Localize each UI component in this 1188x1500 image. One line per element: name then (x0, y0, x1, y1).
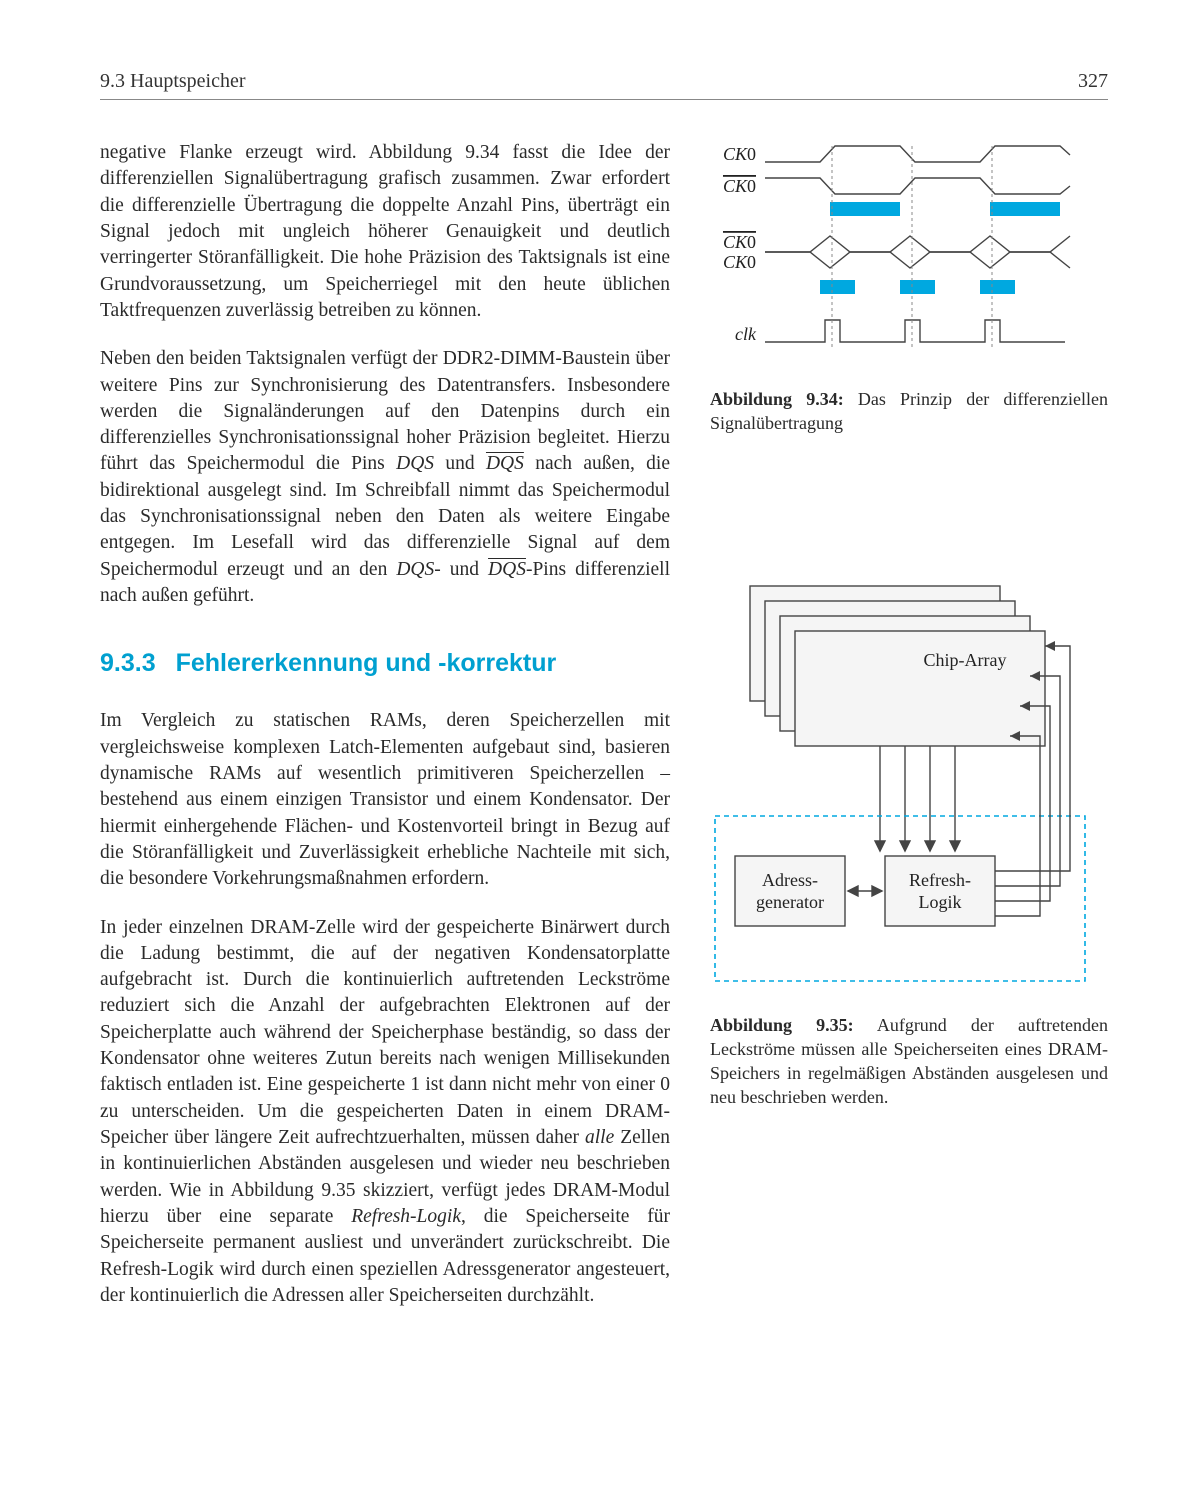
svg-text:clk: clk (735, 324, 757, 344)
timing-diagram-svg: CK0 CK0 CK0 CK0 (710, 140, 1080, 370)
chip-array-label: Chip-Array (924, 650, 1007, 670)
figure-9-34-caption: Abbildung 9.34: Das Prinzip der differen… (710, 387, 1108, 436)
svg-text:CK0: CK0 (723, 232, 756, 252)
paragraph-1: negative Flanke erzeugt wird. Abbildung … (100, 140, 670, 324)
svg-text:CK0: CK0 (723, 252, 756, 272)
paragraph-4: In jeder einzelnen DRAM-Zelle wird der g… (100, 915, 670, 1310)
figure-9-34: CK0 CK0 CK0 CK0 (710, 140, 1108, 436)
subsection-heading: 9.3.3 Fehlererkennung und -korrektur (100, 649, 670, 678)
figure-9-35-label: Abbildung 9.35: (710, 1015, 854, 1035)
svg-text:CK0: CK0 (723, 144, 756, 164)
side-column: CK0 CK0 CK0 CK0 (710, 140, 1108, 1331)
addrgen-label-2: generator (756, 892, 824, 912)
refresh-label-2: Logik (919, 892, 962, 912)
subsection-title: Fehlererkennung und -korrektur (176, 649, 557, 677)
paragraph-3: Im Vergleich zu statischen RAMs, deren S… (100, 708, 670, 892)
paragraph-2: Neben den beiden Taktsignalen verfügt de… (100, 346, 670, 609)
figure-9-35-caption: Abbildung 9.35: Aufgrund der auftretende… (710, 1013, 1108, 1110)
section-header: 9.3 Hauptspeicher (100, 70, 246, 93)
svg-text:CK0: CK0 (723, 176, 756, 196)
figure-9-34-label: Abbildung 9.34: (710, 389, 844, 409)
page-header: 9.3 Hauptspeicher 327 (100, 70, 1108, 100)
figure-9-35: Chip-Array Adress- generator (710, 576, 1108, 1110)
page-number: 327 (1078, 70, 1108, 93)
content-area: negative Flanke erzeugt wird. Abbildung … (100, 140, 1108, 1331)
main-column: negative Flanke erzeugt wird. Abbildung … (100, 140, 670, 1331)
addrgen-label-1: Adress- (762, 870, 818, 890)
dram-refresh-svg: Chip-Array Adress- generator (710, 576, 1090, 996)
refresh-label-1: Refresh- (909, 870, 971, 890)
subsection-number: 9.3.3 (100, 649, 156, 677)
